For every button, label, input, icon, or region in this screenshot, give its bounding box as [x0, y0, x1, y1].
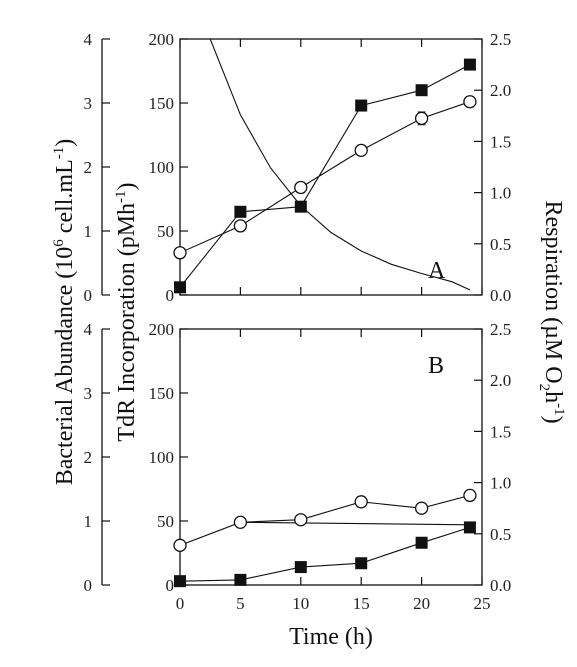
data-point-square — [234, 205, 247, 218]
abundance-tick-label: 0 — [84, 576, 93, 595]
data-point-square — [463, 58, 476, 71]
panel-b-series — [180, 489, 474, 582]
data-point-circle — [414, 111, 429, 126]
respiration-tick-label: 1.0 — [490, 184, 511, 203]
data-point-circle — [414, 501, 429, 515]
fit-curve — [209, 39, 471, 291]
respiration-tick-label: 0.0 — [490, 286, 511, 305]
tdr-tick-label: 100 — [149, 448, 175, 467]
tdr-tick-label: 150 — [149, 384, 175, 403]
data-point-square — [234, 573, 247, 586]
x-tick-label: 20 — [413, 594, 430, 613]
data-point-square — [174, 575, 186, 588]
data-point-square — [294, 200, 307, 213]
data-point-circle — [463, 95, 477, 109]
x-tick-label: 0 — [176, 594, 185, 613]
abundance-tick-label: 2 — [84, 448, 93, 467]
abundance-tick-label: 3 — [84, 384, 93, 403]
data-point-square — [463, 521, 476, 534]
x-tick-label: 25 — [474, 594, 491, 613]
data-point-circle — [294, 180, 308, 195]
data-point-circle — [354, 495, 368, 509]
data-point-square — [355, 99, 368, 112]
data-point-circle — [354, 143, 368, 158]
abundance-tick-label: 4 — [84, 320, 93, 339]
abundance-tick-label: 1 — [84, 512, 93, 531]
respiration-tick-label: 2.5 — [490, 320, 511, 339]
respiration-tick-label: 1.5 — [490, 132, 511, 151]
tdr-tick-label: 200 — [149, 30, 175, 49]
data-point-circle — [233, 515, 248, 529]
respiration-tick-label: 1.5 — [490, 422, 511, 441]
series-layer — [173, 39, 477, 588]
tdr-tick-label: 200 — [149, 320, 175, 339]
x-tick-label: 10 — [292, 594, 309, 613]
series-line — [180, 64, 471, 288]
respiration-tick-label: 2.5 — [490, 30, 511, 49]
tdr-tick-label: 0 — [166, 576, 175, 595]
data-point-circle — [294, 513, 308, 527]
respiration-tick-label: 1.0 — [490, 474, 511, 493]
respiration-tick-label: 2.0 — [490, 81, 511, 100]
respiration-tick-label: 0.0 — [490, 576, 511, 595]
abundance-tick-label: 1 — [84, 222, 93, 241]
series-line — [180, 494, 471, 546]
fit-curve — [240, 521, 470, 526]
series-line — [180, 526, 471, 582]
data-point-square — [415, 536, 428, 549]
respiration-axis-label: Respiration (µM O2h-1) — [536, 200, 567, 423]
respiration-tick-label: 2.0 — [490, 371, 511, 390]
panel-label-a: A — [428, 258, 446, 284]
abundance-tick-label: 0 — [84, 286, 93, 305]
ticks-layer: 012340501001502000.00.51.01.52.02.501234… — [84, 30, 512, 613]
data-point-circle — [463, 488, 477, 503]
panel-a-series — [180, 39, 474, 291]
tdr-axis-label: TdR Incorporation (pMh-1) — [113, 182, 140, 441]
tdr-tick-label: 100 — [149, 158, 175, 177]
x-axis-label: Time (h) — [289, 624, 373, 650]
data-point-circle — [233, 219, 248, 233]
abundance-tick-label: 2 — [84, 158, 93, 177]
data-point-square — [415, 84, 428, 97]
tdr-tick-label: 0 — [166, 286, 175, 305]
abundance-tick-label: 3 — [84, 94, 93, 113]
data-point-square — [355, 557, 368, 570]
data-point-circle — [173, 246, 187, 260]
data-point-circle — [173, 538, 187, 552]
tdr-tick-label: 150 — [149, 94, 175, 113]
panel-label-b: B — [428, 353, 444, 379]
abundance-axis-label: Bacterial Abundance (106 cell.mL-1) — [51, 139, 78, 486]
x-tick-label: 5 — [236, 594, 245, 613]
respiration-tick-label: 0.5 — [490, 525, 511, 544]
respiration-tick-label: 0.5 — [490, 235, 511, 254]
abundance-tick-label: 4 — [84, 30, 93, 49]
x-tick-label: 15 — [353, 594, 370, 613]
series-line — [180, 101, 471, 254]
data-point-square — [294, 561, 307, 574]
data-point-square — [174, 281, 186, 294]
tdr-tick-label: 50 — [157, 512, 174, 531]
tdr-tick-label: 50 — [157, 222, 174, 241]
